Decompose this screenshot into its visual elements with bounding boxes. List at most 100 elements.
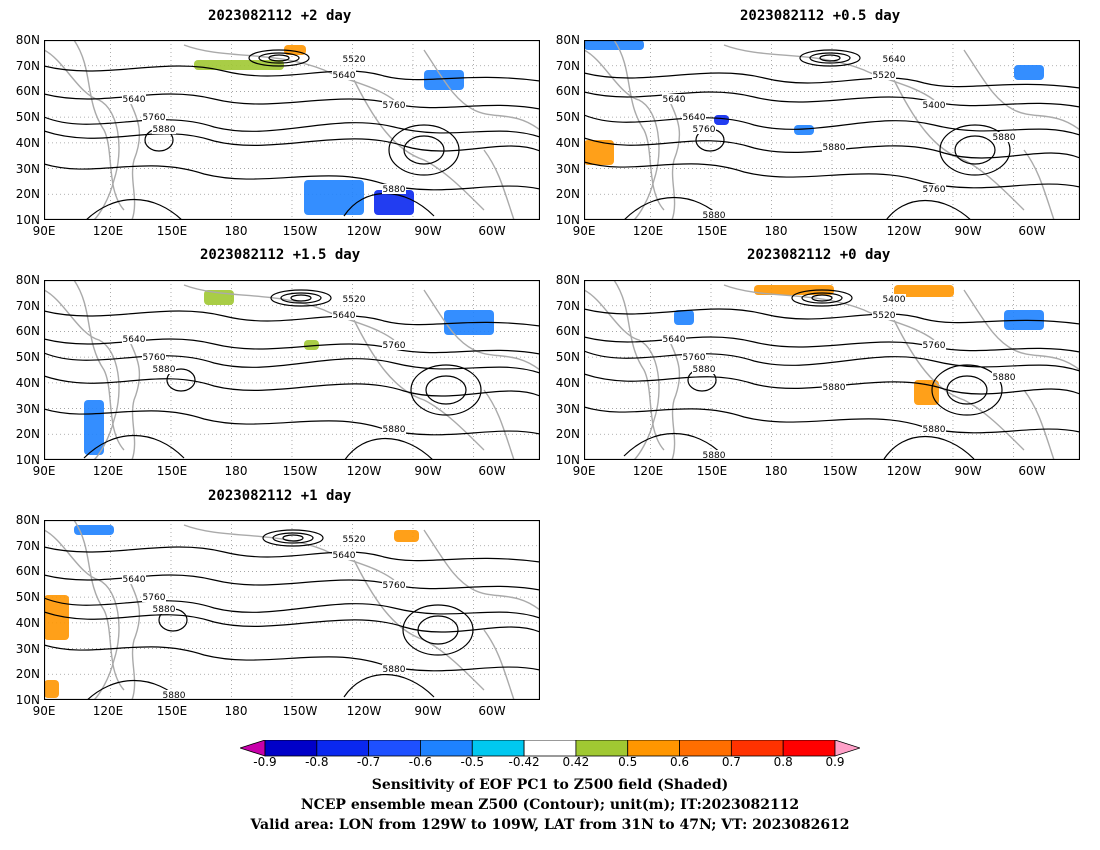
colorbar-segment [575,740,629,757]
z500-contour [883,436,975,460]
lon-tick-label: 120E [632,224,664,238]
z500-contour [623,432,725,457]
sensitivity-shading [74,525,114,535]
lon-tick-label: 150E [696,224,728,238]
colorbar-tick-label: -0.6 [408,755,433,769]
lat-tick-label: 10N [555,453,580,467]
coastline [1023,389,1055,460]
lon-tick-label: 90W [954,464,982,478]
colorbar-segment [420,740,473,757]
z500-contour [44,163,540,191]
lon-tick-label: 150W [282,464,318,478]
lat-tick-label: 60N [555,324,580,339]
lon-tick-label: 180 [764,464,788,478]
contour-label: 5880 [153,365,176,375]
contour-label: 5640 [663,95,686,105]
coastline [183,524,395,581]
z500-contour [44,408,540,436]
lat-tick-label: 40N [15,615,40,630]
sensitivity-shading [584,140,614,165]
lat-tick-label: 70N [15,58,40,73]
contour-label: 5760 [383,341,406,351]
contour-label: 5640 [333,71,356,81]
coastline [423,529,540,611]
lat-tick-label: 30N [15,161,40,176]
sensitivity-shading [674,310,694,325]
z500-closed-contour [819,54,841,62]
z500-closed-contour [410,364,482,416]
z500-closed-contour [262,529,324,547]
colorbar-segment [471,740,525,757]
z500-closed-contour [425,375,467,405]
lon-tick-label: 90E [32,224,56,238]
z500-closed-contour [939,124,1011,176]
lon-tick-label: 150W [282,224,318,238]
colorbar-tick-label: 0.42 [562,755,590,769]
lon-tick-label: 60W [1018,224,1046,238]
contour-label: 5760 [143,353,166,363]
map-frame [44,280,540,460]
contour-label: 5520 [873,311,896,321]
map-panel-plus05: 5640 5520 5640 5400 5640 5760 5760 5880 5880 5880 [584,40,1080,220]
coastline [668,339,681,460]
lon-tick-label: 150E [156,704,188,718]
lat-tick-label: 20N [15,427,40,442]
z500-contour [44,130,540,152]
lon-tick-label: 90W [414,224,442,238]
map-frame [44,40,540,220]
caption-ensemble-mean: NCEP ensemble mean Z500 (Contour); unit(… [300,797,800,813]
lat-tick-label: 20N [15,667,40,682]
lat-tick-label: 50N [555,350,580,365]
contour-label: 5520 [343,55,366,65]
coastline [128,99,141,220]
z500-closed-contour [258,52,300,64]
contour-label: 5880 [993,373,1016,383]
coastline [963,49,1080,131]
colorbar-segment [627,740,680,757]
map-frame [584,40,1080,220]
z500-closed-contour [946,375,988,405]
contour-label: 5880 [993,133,1016,143]
lat-tick-label: 40N [555,135,580,150]
lat-tick-label: 80N [555,33,580,47]
lat-tick-label: 70N [555,298,580,313]
lat-tick-label: 30N [15,401,40,416]
lat-tick-label: 40N [555,375,580,390]
lon-tick-label: 120E [92,224,124,238]
z500-contour [44,310,540,327]
coastline [183,44,395,101]
lat-tick-label: 70N [15,298,40,313]
lon-tick-label: 90W [414,704,442,718]
coastline [73,40,125,211]
contour-label: 5880 [153,125,176,135]
contour-label: 5520 [343,535,366,545]
contour-label: 5760 [923,341,946,351]
sensitivity-shading [44,680,59,698]
coastline [668,99,681,220]
coastline [353,79,485,211]
sensitivity-shading [714,115,729,125]
z500-contour [885,200,972,220]
lon-tick-label: 60W [478,224,506,238]
lon-tick-label: 120W [886,224,922,238]
contour-label: 5880 [703,451,726,460]
contour-label: 5640 [123,95,146,105]
z500-contour [584,350,1080,372]
z500-contour [83,434,185,459]
z500-contour [44,65,540,82]
z500-contour [584,72,1080,89]
lat-tick-label: 30N [555,161,580,176]
lon-tick-label: 60W [1018,464,1046,478]
colorbar-tick-label: 0.8 [773,755,793,769]
contour-label: 5760 [923,185,946,195]
map-panel-plus15: 5520 5640 5640 5760 5760 5880 5880 [44,280,540,460]
z500-contour [344,438,434,460]
colorbar-tick-label: 0.6 [669,755,690,769]
z500-contour [44,116,540,138]
coastline [613,280,665,451]
contour-label: 5640 [333,311,356,321]
z500-closed-contour [809,52,851,64]
contour-label: 5880 [923,425,946,435]
z500-closed-contour [403,135,445,165]
lat-tick-label: 20N [15,187,40,202]
